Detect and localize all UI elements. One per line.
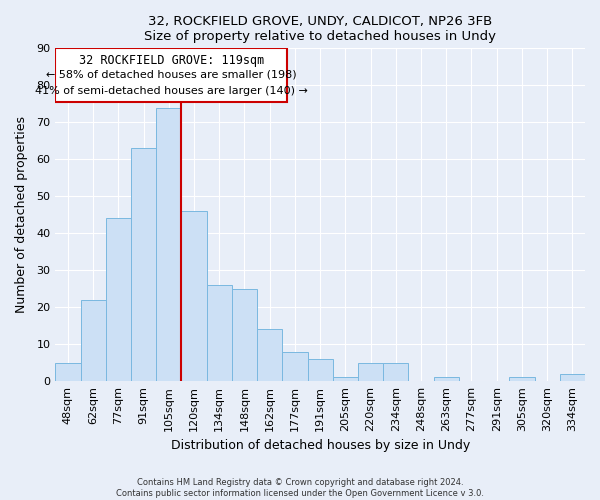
Bar — [156, 108, 181, 381]
Text: ← 58% of detached houses are smaller (198): ← 58% of detached houses are smaller (19… — [46, 70, 296, 80]
Bar — [131, 148, 156, 381]
Bar — [257, 330, 283, 381]
Text: 32 ROCKFIELD GROVE: 119sqm: 32 ROCKFIELD GROVE: 119sqm — [79, 54, 264, 66]
Bar — [509, 378, 535, 381]
Bar — [383, 362, 409, 381]
Text: Contains HM Land Registry data © Crown copyright and database right 2024.
Contai: Contains HM Land Registry data © Crown c… — [116, 478, 484, 498]
Bar — [358, 362, 383, 381]
Bar — [80, 300, 106, 381]
Bar — [55, 362, 80, 381]
Y-axis label: Number of detached properties: Number of detached properties — [15, 116, 28, 314]
Bar — [434, 378, 459, 381]
Bar — [560, 374, 585, 381]
Bar — [308, 359, 333, 381]
Bar — [333, 378, 358, 381]
FancyBboxPatch shape — [55, 48, 287, 102]
X-axis label: Distribution of detached houses by size in Undy: Distribution of detached houses by size … — [170, 440, 470, 452]
Bar — [106, 218, 131, 381]
Bar — [206, 285, 232, 381]
Title: 32, ROCKFIELD GROVE, UNDY, CALDICOT, NP26 3FB
Size of property relative to detac: 32, ROCKFIELD GROVE, UNDY, CALDICOT, NP2… — [144, 15, 496, 43]
Bar — [181, 211, 206, 381]
Bar — [232, 288, 257, 381]
Text: 41% of semi-detached houses are larger (140) →: 41% of semi-detached houses are larger (… — [35, 86, 308, 96]
Bar — [283, 352, 308, 381]
